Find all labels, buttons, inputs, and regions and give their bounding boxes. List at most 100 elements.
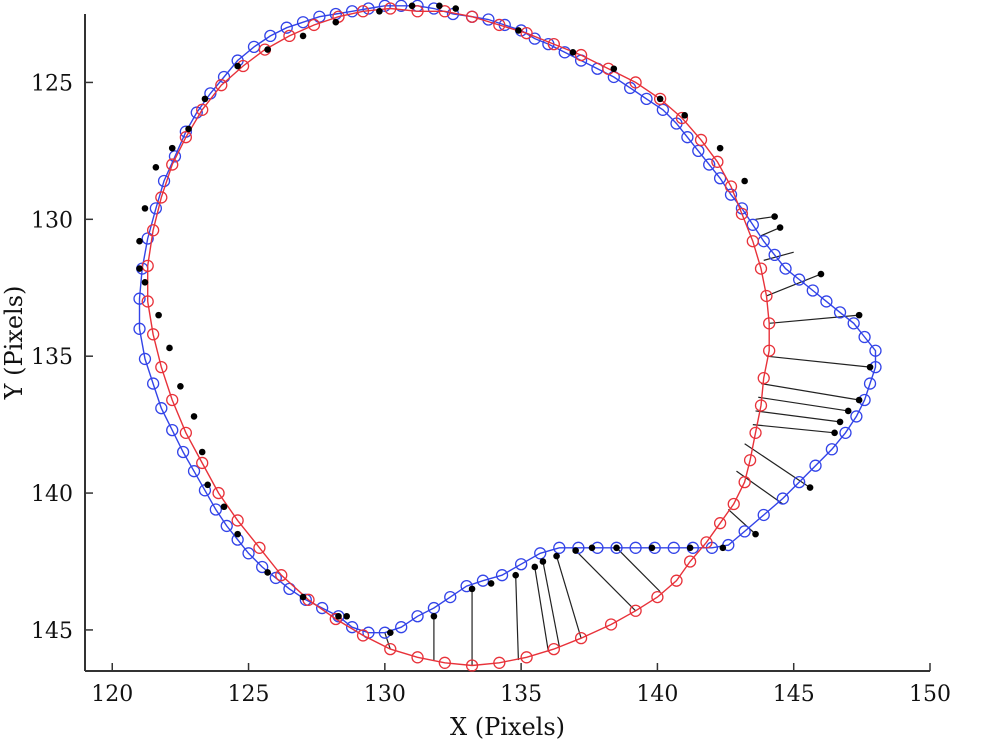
contour-point — [640, 92, 653, 106]
contour-point — [629, 541, 642, 554]
axes — [84, 14, 930, 672]
contour-point — [754, 399, 768, 412]
contour-point — [572, 541, 585, 554]
correspondence-line — [534, 566, 549, 652]
contour-point — [411, 651, 424, 664]
contour-point — [179, 131, 193, 144]
contour-point — [495, 569, 509, 582]
x-tick-label: 145 — [773, 682, 815, 707]
contour-point — [724, 188, 738, 201]
matched-point — [468, 585, 476, 593]
correspondence-line — [616, 547, 661, 593]
correspondence-line — [760, 226, 781, 237]
contour-point — [384, 2, 397, 15]
matched-point — [686, 544, 694, 552]
matched-point — [512, 571, 519, 579]
matched-point — [264, 46, 271, 53]
contour-point — [713, 172, 727, 185]
matched-point — [343, 612, 350, 620]
contour-point — [610, 541, 623, 554]
contour-point — [444, 590, 457, 604]
contour-point — [155, 360, 168, 374]
correspondence-line — [744, 443, 811, 489]
matched-point — [190, 413, 198, 420]
correspondence-line — [575, 550, 637, 612]
contour-point — [746, 235, 759, 248]
matched-point — [831, 429, 838, 437]
contour-point — [384, 642, 397, 656]
contour-point — [520, 27, 533, 40]
contour-point — [155, 191, 168, 204]
contour-point — [168, 150, 182, 163]
matched-point — [299, 593, 307, 601]
matched-point — [716, 144, 724, 152]
contour-point — [411, 5, 424, 18]
matched-point — [866, 363, 874, 371]
matched-point — [648, 544, 656, 552]
matched-point — [452, 5, 460, 12]
contour-point — [629, 76, 642, 89]
contour-point — [776, 492, 789, 505]
x-tick-label: 120 — [91, 682, 133, 707]
x-tick-label: 135 — [500, 682, 542, 707]
contour-point — [146, 377, 160, 390]
series-2 — [136, 2, 874, 636]
contour-point — [727, 497, 740, 511]
contour-point — [735, 207, 749, 220]
correspondence-lines — [384, 215, 871, 666]
series-0 — [133, 0, 882, 639]
contour-point — [820, 295, 833, 308]
contour-point — [215, 79, 228, 92]
correspondence-line — [555, 555, 582, 639]
matched-point — [752, 530, 759, 538]
contour-point — [700, 536, 713, 549]
contour-line — [146, 7, 770, 667]
contour-point — [493, 18, 506, 32]
contour-point — [850, 410, 863, 423]
contour-point — [280, 21, 293, 34]
contour-point — [187, 465, 201, 478]
correspondence-line — [384, 632, 391, 650]
contour-point — [476, 574, 490, 587]
contour-point — [514, 558, 528, 571]
contour-point — [793, 475, 806, 489]
contour-point — [315, 601, 329, 615]
contour-point — [738, 525, 751, 538]
contour-point — [329, 612, 342, 626]
contour-point — [520, 651, 533, 664]
contour-point — [553, 541, 566, 554]
contour-point — [356, 629, 370, 642]
contour-point — [307, 18, 321, 32]
correspondence-line — [760, 382, 860, 401]
contour-point — [345, 621, 359, 634]
contour-point — [166, 423, 179, 437]
contour-point — [179, 426, 193, 439]
matched-point — [220, 503, 228, 511]
contour-point — [534, 547, 547, 560]
y-axis-title: Y (Pixels) — [0, 286, 28, 401]
y-tick-label: 135 — [31, 345, 73, 370]
matched-point — [332, 18, 340, 26]
contour-point — [763, 317, 776, 330]
contour-point — [547, 37, 560, 51]
matched-point — [185, 125, 192, 133]
contour-point — [675, 111, 689, 125]
contour-point — [738, 475, 751, 489]
contour-point — [212, 486, 225, 500]
contour-point — [283, 29, 296, 43]
contour-point — [411, 610, 424, 623]
matched-point — [198, 448, 206, 456]
matched-point — [430, 612, 438, 620]
contour-point — [779, 262, 792, 275]
matched-point — [681, 111, 688, 119]
correspondence-line — [755, 410, 841, 423]
contour-point — [651, 590, 664, 604]
matched-point — [136, 265, 143, 272]
matched-point — [771, 213, 778, 220]
contour-point — [760, 289, 773, 303]
contour-point — [574, 48, 588, 62]
contour-point — [604, 618, 618, 631]
matched-point — [436, 2, 443, 10]
contour-point — [493, 656, 506, 669]
